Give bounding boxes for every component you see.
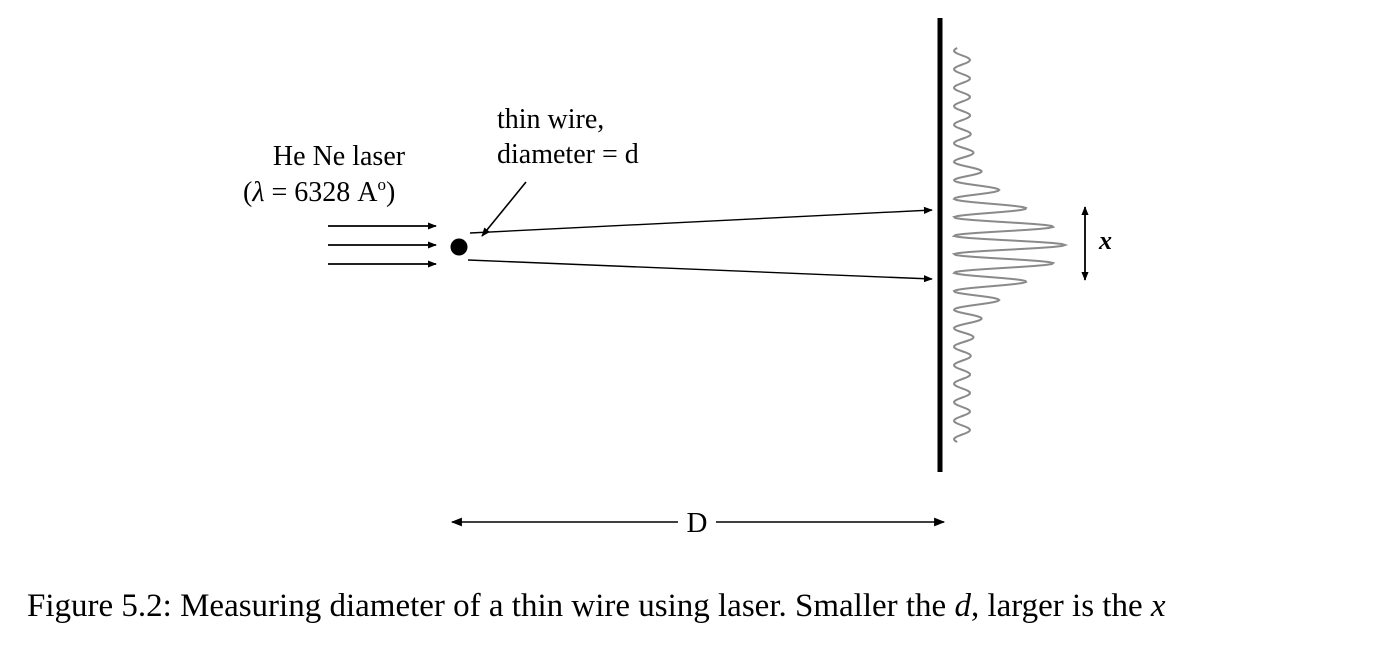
diffracted-ray-lower bbox=[467, 259, 933, 283]
caption-middle: , larger is the bbox=[970, 588, 1151, 624]
distance-label: D bbox=[687, 507, 708, 539]
wire-diffraction-diagram: x D He Ne laser (λ = 6328 Ao) thin wire,… bbox=[243, 18, 1112, 539]
diffracted-ray-upper bbox=[469, 206, 933, 234]
wire-label-line2: diameter = d bbox=[497, 139, 639, 170]
wire-pointer-arrow bbox=[481, 181, 527, 237]
caption-d: d bbox=[954, 588, 971, 624]
laser-name-label: He Ne laser bbox=[273, 141, 406, 172]
figure-caption: Figure 5.2: Measuring diameter of a thin… bbox=[27, 588, 1387, 625]
fringe-width-label: x bbox=[1098, 226, 1112, 255]
laser-wavelength-label: (λ = 6328 Ao) bbox=[243, 175, 395, 208]
thin-wire bbox=[450, 238, 468, 256]
diffraction-pattern bbox=[951, 47, 1069, 443]
caption-prefix: Figure 5.2: Measuring diameter of a thin… bbox=[27, 588, 955, 624]
wire-label-line1: thin wire, bbox=[497, 104, 604, 135]
incident-beam bbox=[328, 222, 437, 268]
caption-x: x bbox=[1150, 588, 1166, 624]
